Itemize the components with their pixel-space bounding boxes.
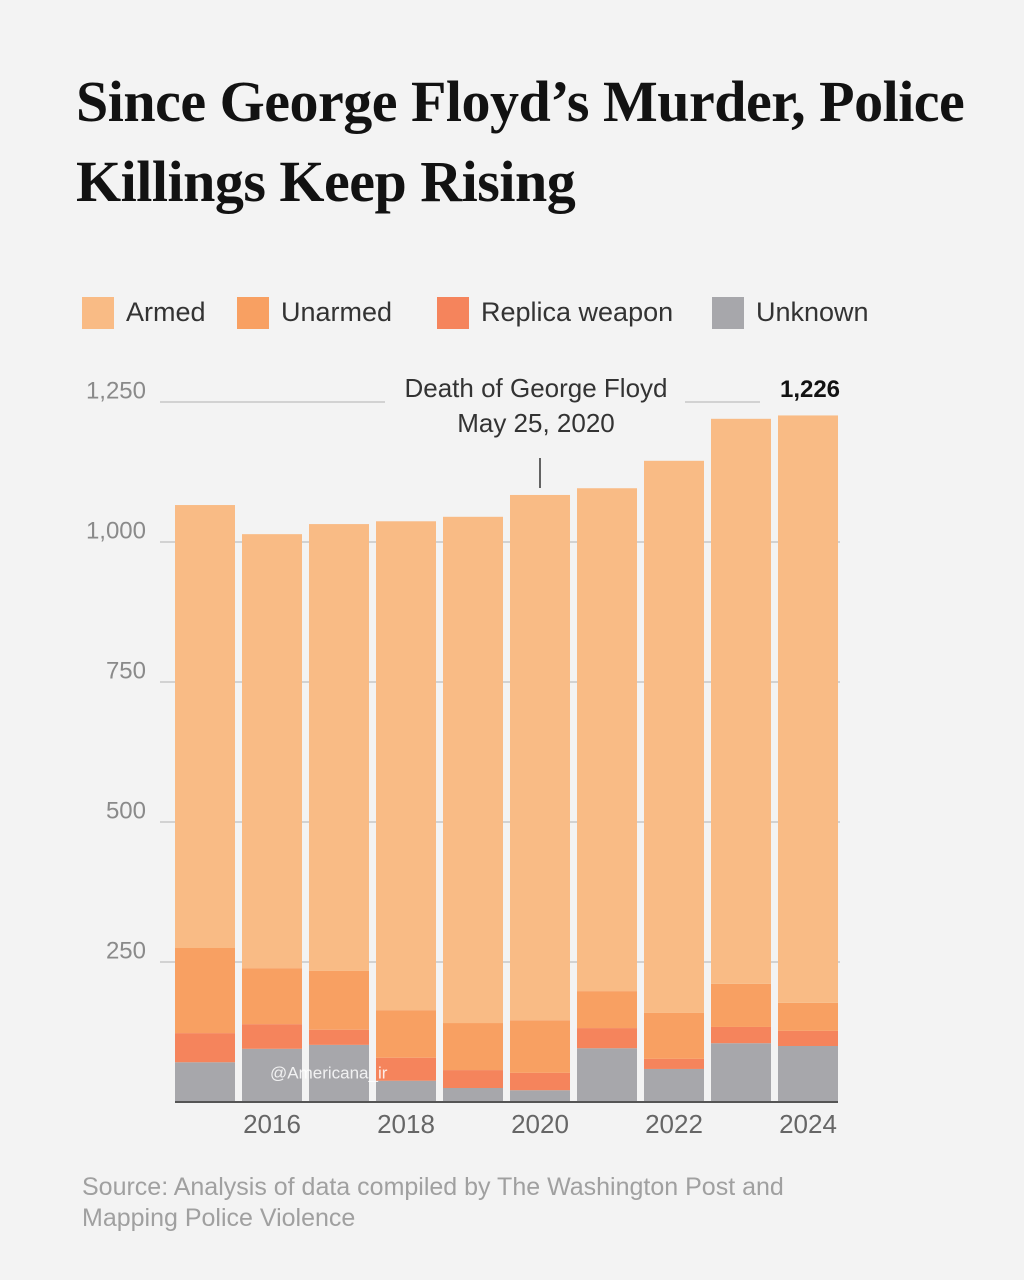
bar-segment bbox=[443, 1023, 503, 1071]
bar-segment bbox=[443, 516, 503, 1024]
y-tick-label: 1,000 bbox=[86, 517, 146, 544]
bar-segment bbox=[309, 1044, 369, 1102]
bar-segment bbox=[175, 948, 235, 1034]
bar-segment bbox=[577, 1028, 637, 1049]
bar-segment bbox=[376, 1010, 436, 1058]
bar-segment bbox=[443, 1070, 503, 1088]
legend-label: Replica weapon bbox=[481, 297, 673, 327]
bar-segment bbox=[510, 494, 570, 1021]
x-tick-label: 2020 bbox=[511, 1109, 569, 1139]
bar-segment bbox=[778, 415, 838, 1003]
bar-segment bbox=[577, 1048, 637, 1102]
x-tick-label: 2018 bbox=[377, 1109, 435, 1139]
bar-segment bbox=[510, 1090, 570, 1102]
source-note: Source: Analysis of data compiled by The… bbox=[82, 1173, 784, 1232]
bar-segment bbox=[309, 1029, 369, 1045]
bar-segment bbox=[242, 968, 302, 1025]
bar-segment bbox=[309, 970, 369, 1030]
legend-label: Unknown bbox=[756, 297, 869, 327]
bar-segment bbox=[376, 1080, 436, 1102]
bar-segment bbox=[242, 1048, 302, 1102]
bar-segment bbox=[443, 1088, 503, 1102]
bar-segment bbox=[577, 488, 637, 992]
bar-segment bbox=[644, 1058, 704, 1069]
bar-segment bbox=[242, 1024, 302, 1049]
y-tick-label: 500 bbox=[106, 797, 146, 824]
bar-segment bbox=[644, 1012, 704, 1059]
bar-segment bbox=[175, 1033, 235, 1063]
bar-segment bbox=[778, 1030, 838, 1046]
bar-segment bbox=[242, 534, 302, 969]
bar-segment bbox=[175, 505, 235, 948]
total-label: 1,226 bbox=[780, 376, 840, 403]
watermark: @Americana_ir bbox=[270, 1063, 388, 1082]
x-tick-label: 2016 bbox=[243, 1109, 301, 1139]
bar-segment bbox=[175, 1062, 235, 1102]
annotation-bg bbox=[385, 372, 685, 442]
x-tick-label: 2024 bbox=[779, 1109, 837, 1139]
bar-segment bbox=[577, 991, 637, 1029]
bar-segment bbox=[510, 1072, 570, 1091]
bar-segment bbox=[644, 460, 704, 1013]
legend-swatch bbox=[437, 297, 469, 329]
y-tick-label: 1,250 bbox=[86, 377, 146, 404]
legend-swatch bbox=[82, 297, 114, 329]
legend-label: Armed bbox=[126, 297, 206, 327]
bar-segment bbox=[711, 1026, 771, 1044]
bar-segment bbox=[376, 1057, 436, 1081]
bar-segment bbox=[711, 983, 771, 1027]
total-label-bg bbox=[760, 375, 840, 404]
y-tick-label: 750 bbox=[106, 657, 146, 684]
legend-label: Unarmed bbox=[281, 297, 392, 327]
bar-segment bbox=[510, 1020, 570, 1073]
bar-segment bbox=[644, 1068, 704, 1102]
legend-swatch bbox=[237, 297, 269, 329]
bar-segment bbox=[778, 1002, 838, 1031]
bar-segment bbox=[376, 521, 436, 1011]
annotation-text: Death of George Floyd bbox=[404, 373, 667, 403]
legend-swatch bbox=[712, 297, 744, 329]
y-tick-label: 250 bbox=[106, 937, 146, 964]
annotation-text: May 25, 2020 bbox=[457, 408, 615, 438]
x-tick-label: 2022 bbox=[645, 1109, 703, 1139]
bar-segment bbox=[778, 1046, 838, 1102]
chart-title: Since George Floyd’s Murder, Police Kill… bbox=[76, 69, 965, 214]
bar-segment bbox=[711, 1043, 771, 1102]
bar-segment bbox=[309, 524, 369, 971]
bar-segment bbox=[711, 418, 771, 984]
